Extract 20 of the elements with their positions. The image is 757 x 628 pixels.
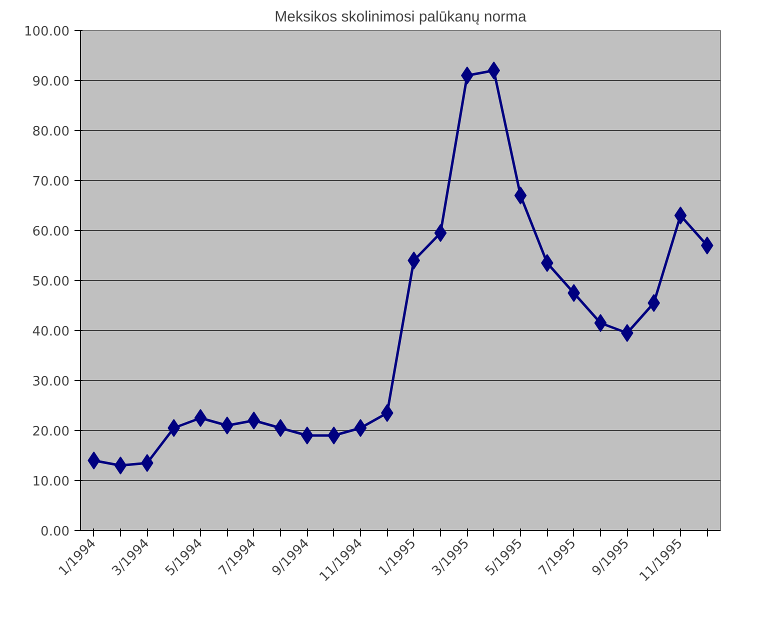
point (594, 314, 607, 332)
y-tick-label: 0.00 (40, 524, 70, 540)
y-tick-label: 40.00 (32, 324, 70, 340)
y-tick-label: 20.00 (32, 424, 70, 440)
point (194, 409, 207, 427)
point (514, 186, 527, 204)
y-tick-label: 10.00 (32, 474, 70, 490)
y-tick-label: 90.00 (32, 74, 70, 90)
y-tick-label: 80.00 (32, 124, 70, 140)
y-tick-label: 100.00 (24, 24, 70, 40)
y-tick-label: 30.00 (32, 374, 70, 390)
y-tick-label: 50.00 (32, 274, 70, 290)
point (434, 224, 447, 242)
chart-title: Meksikos skolinimosi palūkanų norma (274, 8, 528, 26)
point (274, 419, 287, 437)
point (354, 419, 367, 437)
point (114, 456, 127, 474)
y-tick-label: 60.00 (32, 224, 70, 240)
y-tick-label: 70.00 (32, 174, 70, 190)
point (674, 206, 687, 224)
